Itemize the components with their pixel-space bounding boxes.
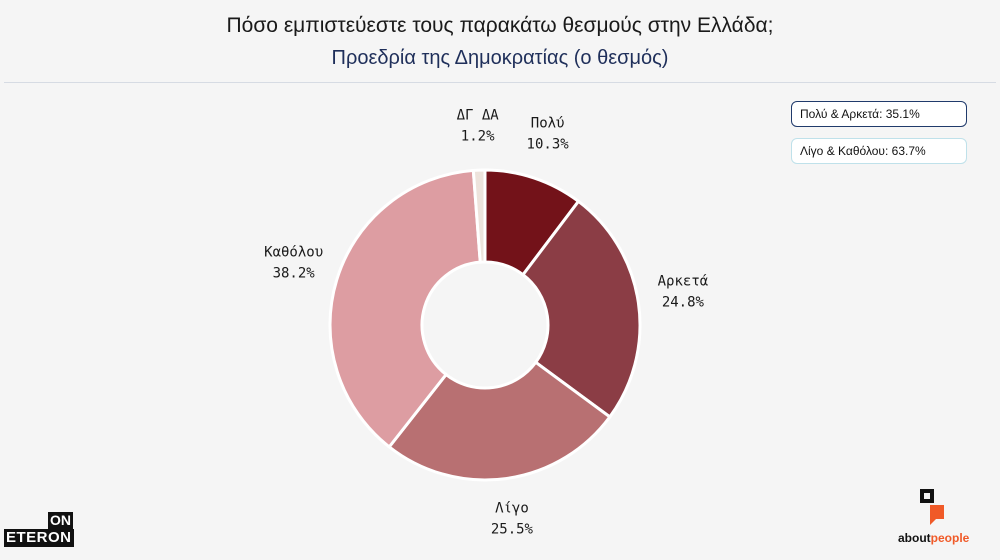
summary-negative-box: Λίγο & Καθόλου: 63.7% [791,138,967,164]
logo-on-text: ON [48,512,73,529]
summary-positive-label: Πολύ & Αρκετά: 35.1% [800,107,920,121]
summary-positive-box: Πολύ & Αρκετά: 35.1% [791,101,967,127]
slice-label-category: Πολύ [531,116,565,132]
aboutpeople-wordmark: aboutpeople [898,531,969,545]
slice-label-value: 10.3% [527,137,570,153]
aboutpeople-mark-icon [920,489,944,525]
slice-label-value: 24.8% [662,295,705,311]
slice-label-category: Καθόλου [264,244,323,260]
chart-title: Πόσο εμπιστεύεστε τους παρακάτω θεσμούς … [226,14,774,37]
on-eteron-logo: ON ETERON [4,512,76,547]
slice-label-value: 1.2% [461,129,495,145]
chart-subtitle: Προεδρία της Δημοκρατίας (ο θεσμός) [331,47,669,69]
slice-2 [520,199,642,419]
slice-label-category: ΔΓ ΔΑ [457,108,500,124]
slice-3 [387,360,612,482]
slice-label-category: Λίγο [495,501,529,517]
wordmark-people: people [930,531,970,545]
summary-negative-label: Λίγο & Καθόλου: 63.7% [800,144,926,158]
slice-label-category: Αρκετά [658,274,709,290]
slice-4 [328,168,482,449]
slice-label-value: 25.5% [491,522,534,538]
logo-eteron-text: ETERON [4,529,74,547]
title-divider [4,82,996,83]
wordmark-about: about [898,531,931,545]
slice-5 [471,168,487,264]
aboutpeople-logo: aboutpeople [898,487,978,547]
slice-label-value: 38.2% [273,265,316,281]
